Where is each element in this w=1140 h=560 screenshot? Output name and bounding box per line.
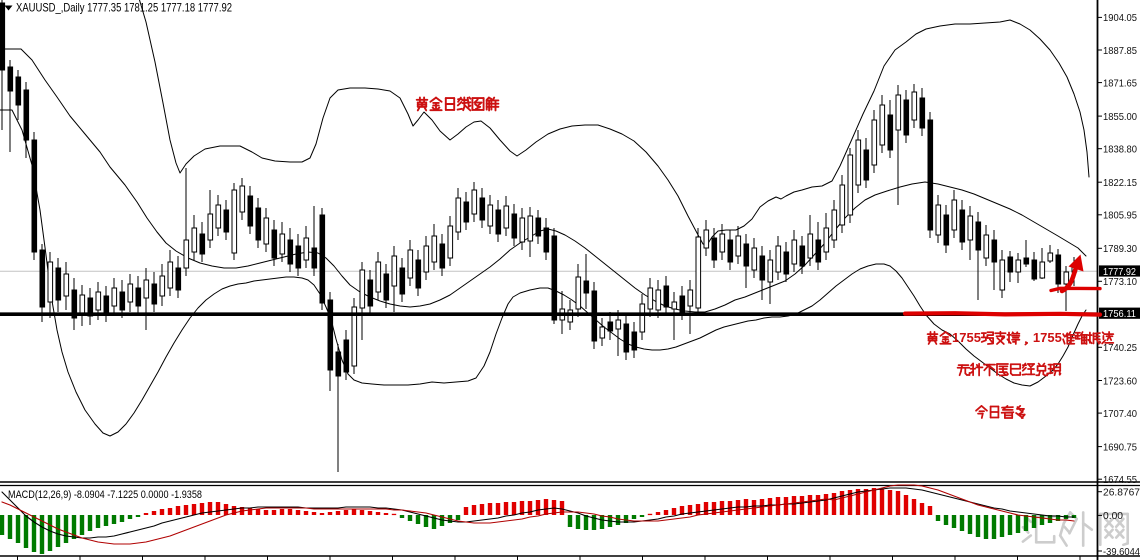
- svg-text:1773.10: 1773.10: [1103, 276, 1137, 288]
- svg-text:1: 1: [952, 330, 959, 345]
- svg-text:1904.05: 1904.05: [1103, 12, 1137, 24]
- svg-text:-39.6044: -39.6044: [1103, 546, 1140, 558]
- svg-text:1777.92: 1777.92: [1103, 266, 1136, 278]
- svg-text:7: 7: [1040, 330, 1047, 345]
- svg-text:1887.85: 1887.85: [1103, 45, 1137, 57]
- svg-text:1740.25: 1740.25: [1103, 342, 1137, 354]
- svg-text:1756.11: 1756.11: [1103, 308, 1136, 320]
- svg-text:1822.15: 1822.15: [1103, 177, 1137, 189]
- svg-text:1: 1: [1033, 330, 1040, 345]
- svg-text:7: 7: [959, 330, 966, 345]
- svg-text:1723.60: 1723.60: [1103, 375, 1137, 387]
- svg-text:0.00: 0.00: [1103, 510, 1123, 522]
- svg-text:1805.95: 1805.95: [1103, 210, 1137, 222]
- svg-text:MACD(12,26,9) -8.0904 -7.1225: MACD(12,26,9) -8.0904 -7.1225 0.0000 -1.…: [8, 489, 202, 501]
- svg-text:1871.65: 1871.65: [1103, 77, 1137, 89]
- svg-text:1789.30: 1789.30: [1103, 243, 1137, 255]
- svg-text:1674.55: 1674.55: [1103, 474, 1137, 486]
- svg-text:1707.40: 1707.40: [1103, 408, 1137, 420]
- svg-text:1690.75: 1690.75: [1103, 441, 1137, 453]
- svg-text:5: 5: [967, 330, 974, 345]
- svg-text:5: 5: [974, 330, 981, 345]
- svg-text:5: 5: [1047, 330, 1054, 345]
- svg-text:1855.00: 1855.00: [1103, 111, 1137, 123]
- svg-text:1838.80: 1838.80: [1103, 144, 1137, 156]
- svg-text:26.8767: 26.8767: [1103, 487, 1140, 499]
- svg-text:XAUUSD_,Daily 1777.35 1781.25: XAUUSD_,Daily 1777.35 1781.25 1777.18 17…: [16, 1, 232, 15]
- svg-text:5: 5: [1055, 330, 1062, 345]
